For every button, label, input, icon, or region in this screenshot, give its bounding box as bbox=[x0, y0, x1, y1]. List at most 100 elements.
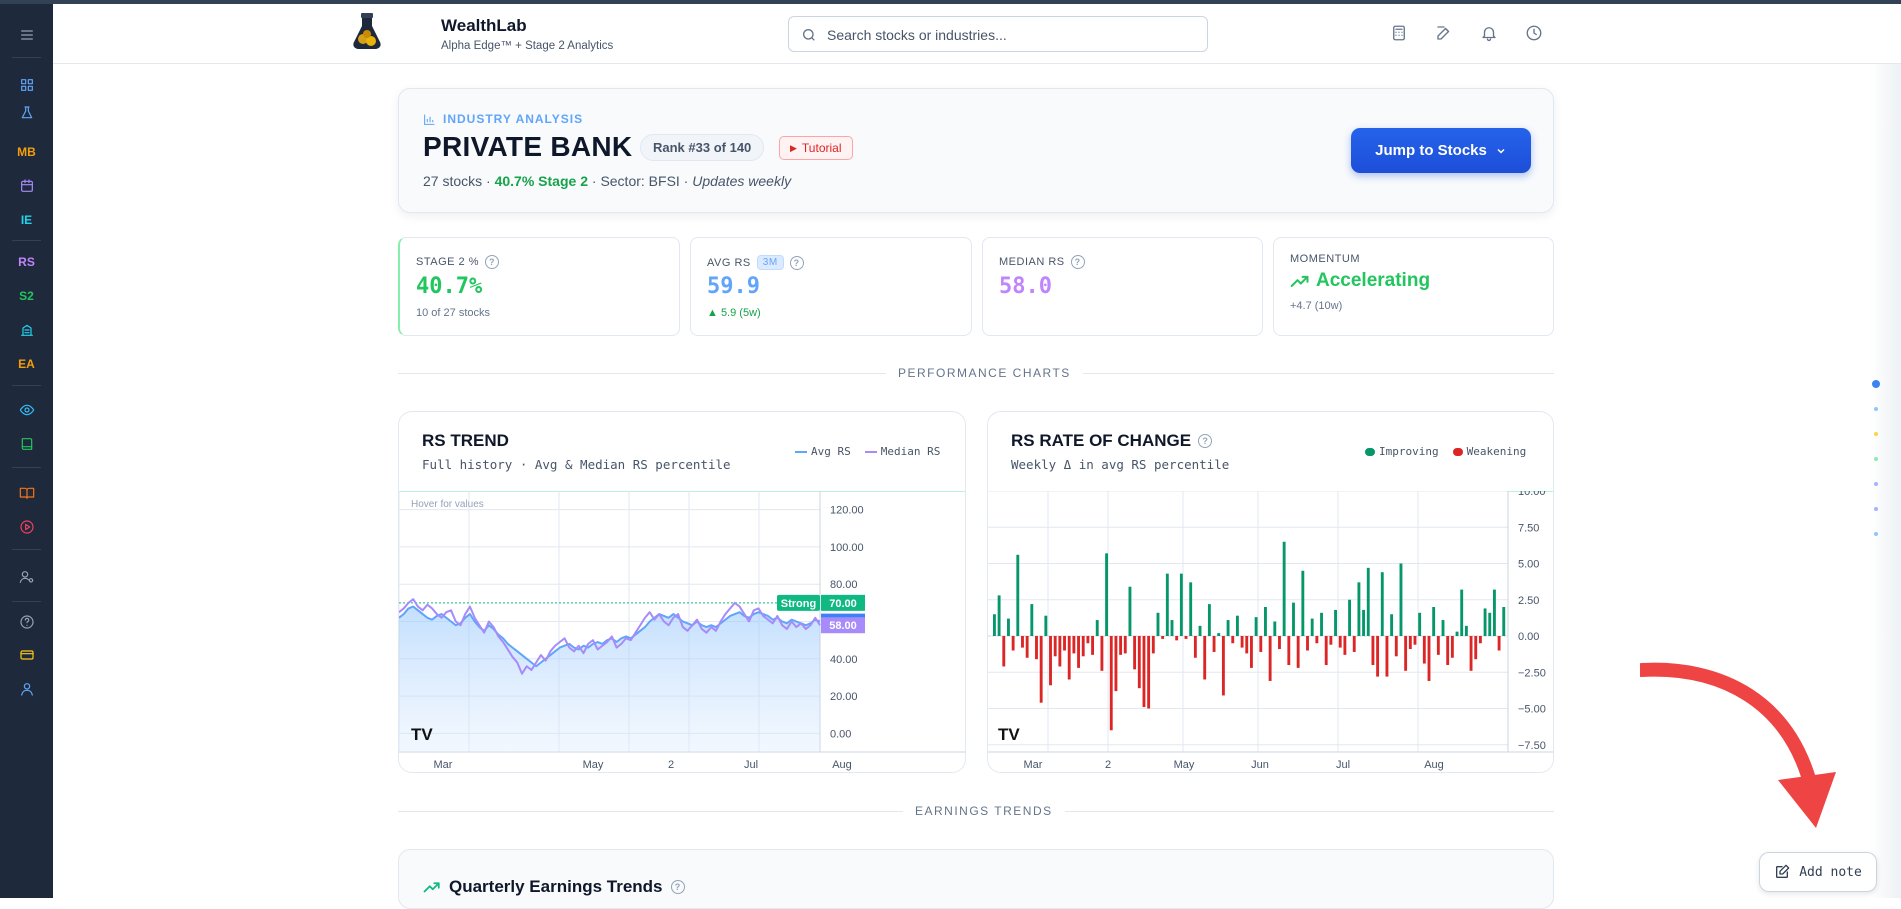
help-icon[interactable]: ? bbox=[1070, 255, 1085, 269]
weakening-bar bbox=[1250, 636, 1253, 668]
bell-icon bbox=[1482, 27, 1496, 42]
sidebar-item-profile[interactable] bbox=[0, 678, 53, 700]
improving-bar bbox=[1165, 573, 1169, 636]
weakening-bar bbox=[1193, 636, 1197, 658]
weakening-bar bbox=[1086, 636, 1090, 644]
stage2-stat-value: 40.7% bbox=[416, 274, 483, 299]
momentum-value-row: Accelerating bbox=[1290, 270, 1430, 292]
improving-bar bbox=[1264, 607, 1267, 636]
page-nav-dot[interactable] bbox=[1872, 380, 1880, 388]
industry-eyebrow: INDUSTRY ANALYSIS bbox=[423, 112, 583, 126]
sidebar-item-videos[interactable] bbox=[0, 516, 53, 538]
help-icon[interactable]: ? bbox=[484, 255, 499, 269]
rs-trend-plot[interactable]: 0.0020.0040.0060.0080.00100.00120.0070.0… bbox=[399, 491, 966, 773]
notifications-button[interactable] bbox=[1480, 24, 1500, 44]
app-tagline: Alpha Edge™ + Stage 2 Analytics bbox=[441, 40, 614, 52]
sidebar-item-dashboard[interactable] bbox=[0, 74, 53, 96]
stock-count: 27 stocks bbox=[423, 173, 483, 189]
page-nav-dot[interactable] bbox=[1874, 482, 1878, 486]
right-edge-shadow bbox=[1870, 64, 1901, 898]
page-nav-dot[interactable] bbox=[1874, 532, 1878, 536]
sidebar-divider bbox=[12, 601, 41, 602]
weakening-bar bbox=[1161, 636, 1165, 639]
sidebar-item-help[interactable] bbox=[0, 611, 53, 633]
weakening-bar bbox=[1436, 636, 1440, 655]
sidebar-item-account-settings[interactable] bbox=[0, 566, 53, 588]
sidebar-item-mb[interactable]: MB bbox=[0, 141, 53, 163]
sidebar-item-s2[interactable]: S2 bbox=[0, 285, 53, 307]
weakening-bar bbox=[1315, 636, 1319, 644]
earnings-title-row: Quarterly Earnings Trends ? bbox=[423, 877, 685, 897]
momentum-stat-label: MOMENTUM bbox=[1290, 253, 1360, 265]
menu-button[interactable] bbox=[0, 24, 53, 46]
logo-icon[interactable] bbox=[350, 12, 384, 50]
weakening-bar bbox=[1049, 636, 1052, 686]
search-input[interactable] bbox=[827, 25, 1197, 45]
user-settings-icon bbox=[19, 571, 33, 583]
sidebar-item-s2-label: S2 bbox=[19, 289, 34, 303]
x-tick-label: May bbox=[1174, 759, 1195, 771]
sidebar-item-ie[interactable]: IE bbox=[0, 209, 53, 231]
help-icon[interactable]: ? bbox=[670, 880, 685, 894]
sidebar-item-industry[interactable] bbox=[0, 319, 53, 341]
x-tick-label: May bbox=[583, 759, 604, 771]
sector-label: Sector: BFSI bbox=[600, 173, 680, 189]
median-rs-stat-label: MEDIAN RS bbox=[999, 256, 1065, 268]
sidebar-item-watchlist[interactable] bbox=[0, 399, 53, 421]
page-nav-dot[interactable] bbox=[1874, 457, 1878, 461]
help-icon[interactable]: ? bbox=[789, 255, 804, 270]
improving-bar bbox=[1170, 620, 1174, 636]
improving-bar bbox=[1432, 607, 1436, 636]
rs-trend-title: RS TREND bbox=[422, 431, 509, 450]
sidebar-item-lab[interactable] bbox=[0, 102, 53, 124]
page-title: PRIVATE BANK bbox=[423, 131, 633, 162]
rs-roc-plot[interactable]: −7.50 −5.00 −2.50 0.00 2.50 5.00 7.50 10.00 Mar 2… bbox=[988, 491, 1554, 773]
median-rs-line bbox=[399, 598, 821, 675]
calculator-button[interactable] bbox=[1390, 24, 1410, 44]
legend-weakening-label: Weakening bbox=[1466, 445, 1527, 458]
sidebar-item-learn[interactable] bbox=[0, 482, 53, 504]
weakening-bar bbox=[1469, 636, 1473, 671]
page-nav-dot[interactable] bbox=[1874, 432, 1878, 436]
sidebar-item-billing[interactable] bbox=[0, 644, 53, 666]
add-note-button[interactable]: Add note bbox=[1759, 852, 1877, 892]
page-nav-dot[interactable] bbox=[1874, 507, 1878, 511]
page-nav-dot[interactable] bbox=[1874, 407, 1878, 411]
sidebar-item-journal[interactable] bbox=[0, 433, 53, 455]
notes-button[interactable] bbox=[1435, 24, 1455, 44]
search-icon bbox=[803, 29, 815, 41]
y-tick-label: 120.00 bbox=[830, 505, 864, 517]
improving-bar bbox=[1189, 582, 1193, 636]
improving-bar bbox=[1418, 612, 1422, 636]
weakening-bar bbox=[1025, 636, 1029, 658]
jump-to-stocks-button[interactable]: Jump to Stocks bbox=[1351, 128, 1531, 173]
sidebar-item-rs[interactable]: RS bbox=[0, 251, 53, 273]
median-rs-last-tag bbox=[821, 617, 865, 634]
help-icon[interactable]: ? bbox=[1198, 434, 1213, 448]
improving-bar bbox=[1217, 633, 1221, 636]
legend-median-rs: Median RS bbox=[864, 445, 940, 458]
plot-background bbox=[988, 491, 1553, 772]
improving-bar bbox=[1207, 604, 1211, 636]
improving-bar bbox=[1292, 602, 1295, 636]
y-tick-label: 0.00 bbox=[1518, 631, 1539, 643]
improving-bar bbox=[997, 595, 1001, 636]
weakening-bar bbox=[1011, 636, 1015, 651]
avg-rs-stat-label-row: AVG RS 3M? bbox=[707, 255, 804, 270]
x-tick-label: Jul bbox=[744, 759, 758, 771]
stage2-summary: 40.7% Stage 2 bbox=[494, 173, 588, 189]
sidebar-item-ea[interactable]: EA bbox=[0, 353, 53, 375]
weakening-bar bbox=[1385, 636, 1389, 677]
weakening-bar bbox=[1450, 636, 1454, 658]
history-button[interactable] bbox=[1525, 24, 1545, 44]
improving-bar bbox=[1390, 614, 1394, 636]
search-box[interactable] bbox=[788, 16, 1208, 52]
user-icon bbox=[20, 683, 33, 696]
earnings-section-label: EARNINGS TRENDS bbox=[903, 804, 1065, 818]
jump-to-stocks-label: Jump to Stocks bbox=[1375, 142, 1487, 159]
weakening-bar bbox=[1474, 636, 1478, 660]
sidebar-item-calendar[interactable] bbox=[0, 175, 53, 197]
tutorial-button[interactable]: ▶ Tutorial bbox=[779, 136, 853, 160]
improving-bar bbox=[1179, 573, 1183, 636]
rs-roc-legend: Improving Weakening bbox=[1365, 445, 1526, 458]
